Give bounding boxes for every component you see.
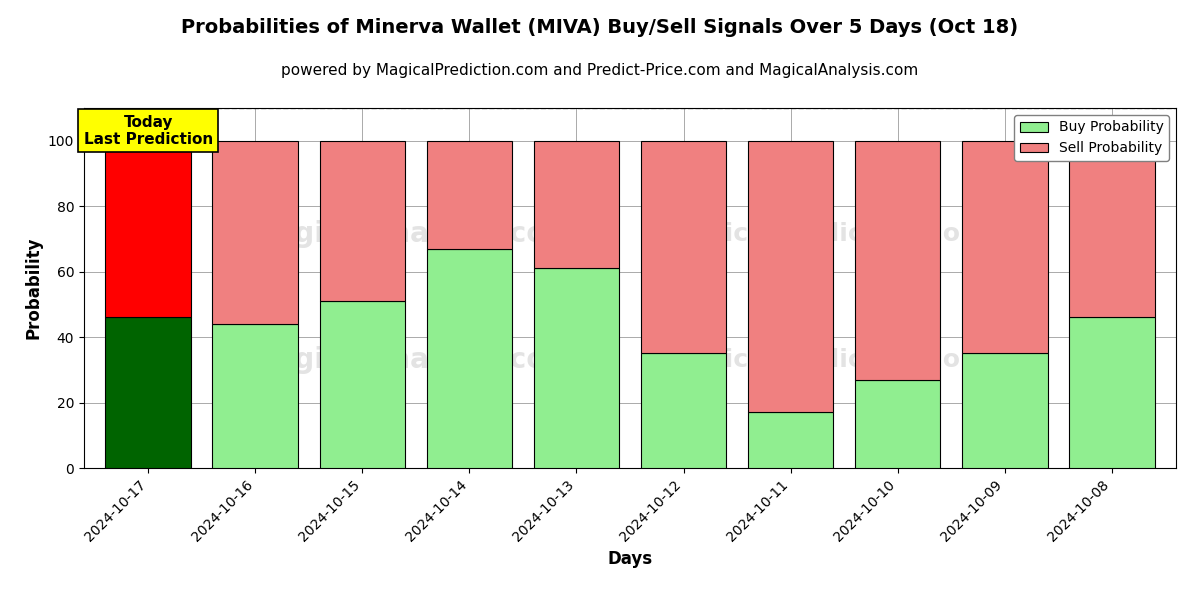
- Bar: [962, 141, 1048, 353]
- Bar: [641, 141, 726, 353]
- Bar: [1069, 141, 1154, 317]
- Bar: [1069, 317, 1154, 468]
- Bar: [534, 268, 619, 468]
- Bar: [212, 141, 298, 324]
- Bar: [641, 353, 726, 468]
- Bar: [534, 141, 619, 268]
- Bar: [106, 317, 191, 468]
- Bar: [426, 249, 512, 468]
- Bar: [319, 141, 406, 301]
- Bar: [319, 301, 406, 468]
- Bar: [106, 141, 191, 317]
- Bar: [854, 141, 941, 380]
- Text: Today
Last Prediction: Today Last Prediction: [84, 115, 212, 147]
- Text: MagicalAnalysis.com: MagicalAnalysis.com: [248, 220, 575, 248]
- Text: MagicalAnalysis.com: MagicalAnalysis.com: [248, 346, 575, 374]
- Legend: Buy Probability, Sell Probability: Buy Probability, Sell Probability: [1014, 115, 1169, 161]
- Bar: [962, 353, 1048, 468]
- Bar: [748, 412, 834, 468]
- Text: MagicalPrediction.com: MagicalPrediction.com: [666, 348, 988, 372]
- X-axis label: Days: Days: [607, 550, 653, 568]
- Bar: [748, 141, 834, 412]
- Text: powered by MagicalPrediction.com and Predict-Price.com and MagicalAnalysis.com: powered by MagicalPrediction.com and Pre…: [281, 63, 919, 78]
- Bar: [426, 141, 512, 249]
- Text: Probabilities of Minerva Wallet (MIVA) Buy/Sell Signals Over 5 Days (Oct 18): Probabilities of Minerva Wallet (MIVA) B…: [181, 18, 1019, 37]
- Bar: [212, 324, 298, 468]
- Bar: [854, 380, 941, 468]
- Y-axis label: Probability: Probability: [24, 237, 42, 339]
- Text: MagicalPrediction.com: MagicalPrediction.com: [666, 222, 988, 246]
